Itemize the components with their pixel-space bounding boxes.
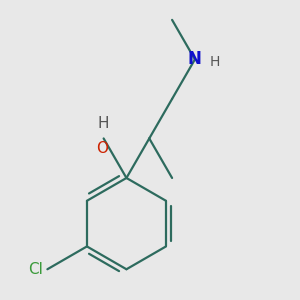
Text: O: O: [96, 141, 108, 156]
Text: H: H: [98, 116, 109, 131]
Text: H: H: [210, 55, 220, 69]
Text: N: N: [188, 50, 202, 68]
Text: Cl: Cl: [28, 262, 43, 277]
